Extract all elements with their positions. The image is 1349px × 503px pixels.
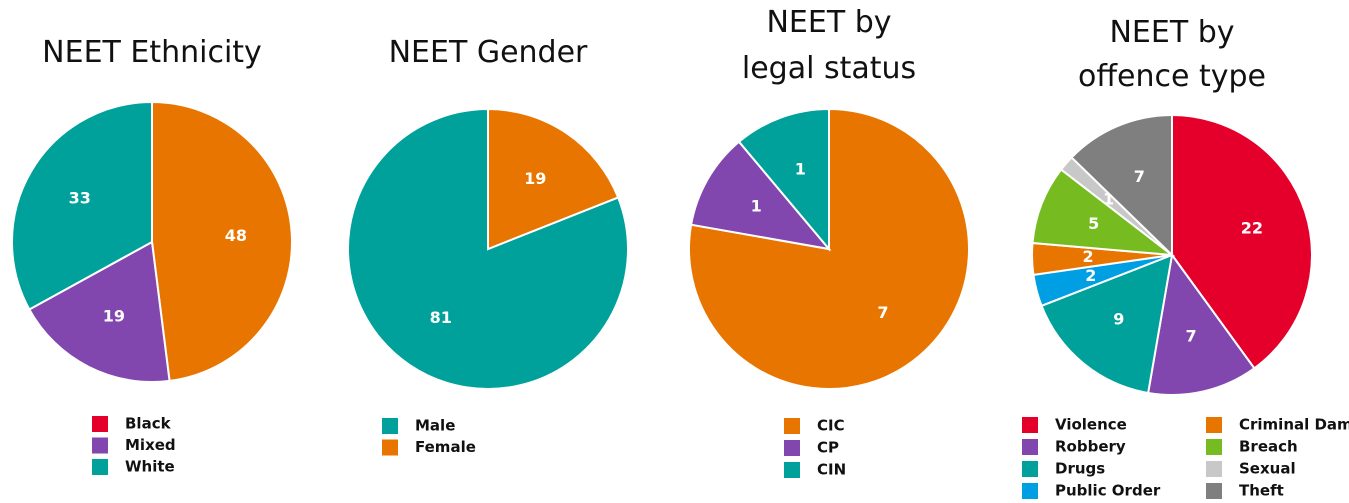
- legend-label: Public Order: [1055, 482, 1161, 500]
- legend-label: Female: [415, 438, 476, 456]
- slice-label: 2: [1082, 247, 1093, 266]
- legend-swatch: [1206, 483, 1222, 499]
- pie-slice: [487, 107, 620, 251]
- pie-slice: [27, 240, 171, 383]
- slice-label: 1: [1103, 189, 1114, 208]
- chart-title: NEET Ethnicity: [42, 35, 262, 70]
- slice-label: 1: [795, 160, 806, 179]
- legend-label: Theft: [1239, 482, 1284, 500]
- pie-chart: NEET by legal status 7 1 1 CIC CP CIN: [688, 5, 970, 479]
- legend-label: Breach: [1239, 438, 1298, 456]
- slice-label: 7: [1185, 326, 1196, 345]
- pie-slice: [1070, 113, 1173, 258]
- pie-chart: NEET Gender 81 19 Male Female: [347, 35, 629, 456]
- slice-label: 7: [877, 303, 888, 322]
- legend-label: Black: [125, 415, 172, 433]
- legend-swatch: [1206, 417, 1222, 433]
- legend-label: Sexual: [1239, 460, 1296, 478]
- chart-title: NEET by: [766, 5, 891, 40]
- slice-label: 19: [103, 306, 125, 325]
- slice-label: 2: [1085, 266, 1096, 285]
- slice-label: 48: [225, 226, 247, 245]
- legend-swatch: [784, 440, 800, 456]
- slice-label: 81: [430, 308, 452, 327]
- legend-swatch: [92, 459, 108, 475]
- pie-slice: [1171, 113, 1313, 370]
- legend-swatch: [92, 437, 108, 454]
- pie-slice: [737, 107, 830, 252]
- chart-title: NEET by: [1109, 15, 1234, 50]
- pie-chart: NEET by offence type 22 7 9 22 51 7 Violence Robb…: [1022, 15, 1349, 500]
- slice-label: 19: [524, 169, 546, 188]
- slice-label: 5: [1088, 214, 1099, 233]
- pie-slice: [1031, 168, 1176, 257]
- legend-label: Robbery: [1055, 438, 1126, 456]
- pie-slice: [689, 140, 832, 251]
- legend-label: CIN: [817, 461, 846, 479]
- chart-title: NEET Gender: [389, 35, 588, 70]
- legend-swatch: [1206, 461, 1222, 477]
- slice-label: 1: [751, 197, 762, 216]
- slice-label: 9: [1113, 310, 1124, 329]
- pie-slice: [1040, 253, 1174, 395]
- legend-swatch: [1022, 483, 1038, 499]
- legend-label: CIC: [817, 417, 845, 435]
- legend-label: CP: [817, 439, 839, 457]
- legend-swatch: [382, 439, 398, 456]
- slice-label: 22: [1241, 219, 1263, 238]
- legend-label: Drugs: [1055, 460, 1105, 478]
- legend-swatch: [784, 462, 800, 478]
- chart-title: offence type: [1078, 59, 1266, 94]
- pie-chart: NEET Ethnicity 48 19 33 Black Mixed White: [11, 35, 293, 476]
- legend-label: Mixed: [125, 436, 176, 454]
- slice-label: 33: [69, 189, 91, 208]
- legend-swatch: [1022, 417, 1038, 433]
- legend-label: Violence: [1055, 416, 1127, 434]
- legend-label: Criminal Damage: [1239, 416, 1349, 434]
- pie-slice: [1146, 252, 1256, 396]
- legend-swatch: [1022, 461, 1038, 477]
- pie-slice: [151, 100, 293, 383]
- slice-label: 7: [1134, 167, 1145, 186]
- legend-swatch: [784, 418, 800, 434]
- legend-swatch: [92, 416, 108, 432]
- pie-slice: [11, 100, 153, 311]
- legend-swatch: [1206, 439, 1222, 455]
- legend-label: Male: [415, 417, 455, 435]
- legend-label: White: [125, 458, 175, 476]
- legend-swatch: [382, 418, 398, 434]
- legend-swatch: [1022, 439, 1038, 455]
- chart-title: legal status: [742, 51, 916, 86]
